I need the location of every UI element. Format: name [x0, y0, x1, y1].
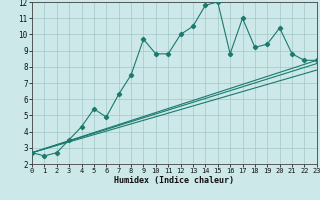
X-axis label: Humidex (Indice chaleur): Humidex (Indice chaleur) [115, 176, 234, 185]
